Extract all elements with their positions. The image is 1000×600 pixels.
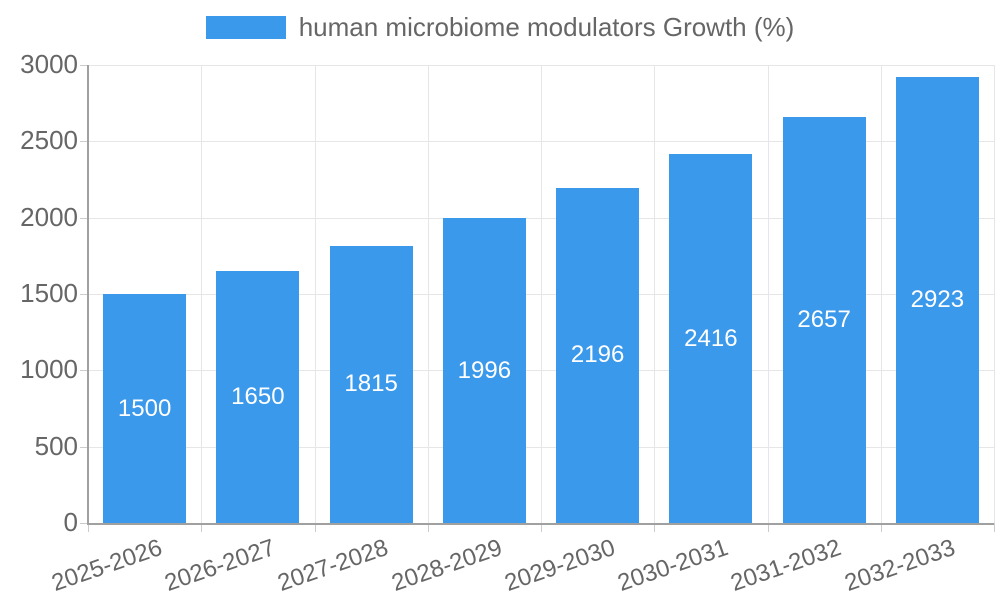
x-tick-label: 2028-2029 (387, 534, 506, 597)
gridline-vertical (314, 65, 316, 523)
y-axis-line (87, 65, 89, 523)
x-tick-label: 2031-2032 (727, 534, 845, 597)
bar-value-label: 1650 (231, 383, 285, 411)
y-tick-label: 1500 (20, 277, 78, 308)
y-tick-label: 2000 (20, 201, 78, 232)
bar: 1650 (216, 271, 300, 523)
x-tick-label: 2026-2027 (161, 534, 279, 597)
x-tick-mark (654, 523, 656, 532)
x-tick-label: 2025-2026 (48, 534, 166, 597)
bar-value-label: 2923 (910, 285, 965, 313)
x-tick-mark (541, 523, 542, 532)
y-tick-mark (80, 65, 88, 66)
gridline-vertical (541, 65, 542, 523)
bar-value-label: 2657 (797, 306, 851, 334)
x-tick-label: 2032-2033 (840, 534, 959, 597)
bar: 2416 (669, 154, 753, 523)
gridline-vertical (201, 65, 203, 523)
gridline-vertical (994, 65, 995, 523)
bar: 1996 (442, 218, 526, 523)
gridline-vertical (880, 65, 882, 523)
x-tick-label: 2027-2028 (274, 534, 392, 597)
y-tick-mark (80, 217, 88, 219)
x-tick-mark (994, 523, 995, 532)
x-axis-line (87, 523, 994, 525)
y-tick-mark (80, 294, 88, 295)
gridline-vertical (654, 65, 656, 523)
bar-value-label: 2196 (570, 341, 625, 369)
bar: 1500 (103, 294, 187, 523)
bar-value-label: 1815 (344, 370, 398, 398)
y-tick-mark (80, 446, 88, 448)
x-tick-mark (88, 523, 89, 532)
y-tick-label: 0 (63, 506, 78, 537)
y-tick-label: 2500 (20, 125, 78, 156)
bar: 2923 (895, 76, 979, 523)
x-tick-mark (880, 523, 882, 532)
y-tick-mark (80, 370, 88, 372)
x-tick-label: 2029-2030 (501, 534, 619, 597)
y-tick-mark (80, 141, 88, 143)
bar: 2196 (556, 187, 640, 523)
x-tick-label: 2030-2031 (614, 534, 732, 597)
x-tick-mark (314, 523, 316, 532)
gridline-vertical (427, 65, 429, 523)
y-tick-label: 500 (34, 430, 78, 461)
bar: 1815 (329, 245, 413, 523)
y-tick-label: 3000 (20, 48, 78, 79)
y-tick-label: 1000 (20, 354, 78, 385)
bar-value-label: 1500 (117, 394, 172, 422)
bar-value-label: 1996 (457, 356, 512, 384)
gridline-vertical (767, 65, 769, 523)
x-tick-mark (427, 523, 429, 532)
bar: 2657 (782, 117, 866, 523)
bar-value-label: 2416 (684, 324, 738, 352)
x-tick-mark (767, 523, 769, 532)
legend-label: human microbiome modulators Growth (%) (298, 12, 795, 42)
chart-legend[interactable]: human microbiome modulators Growth (%) (0, 13, 1000, 42)
y-tick-mark (80, 523, 88, 524)
legend-swatch-icon (205, 15, 286, 39)
x-tick-mark (201, 523, 203, 532)
